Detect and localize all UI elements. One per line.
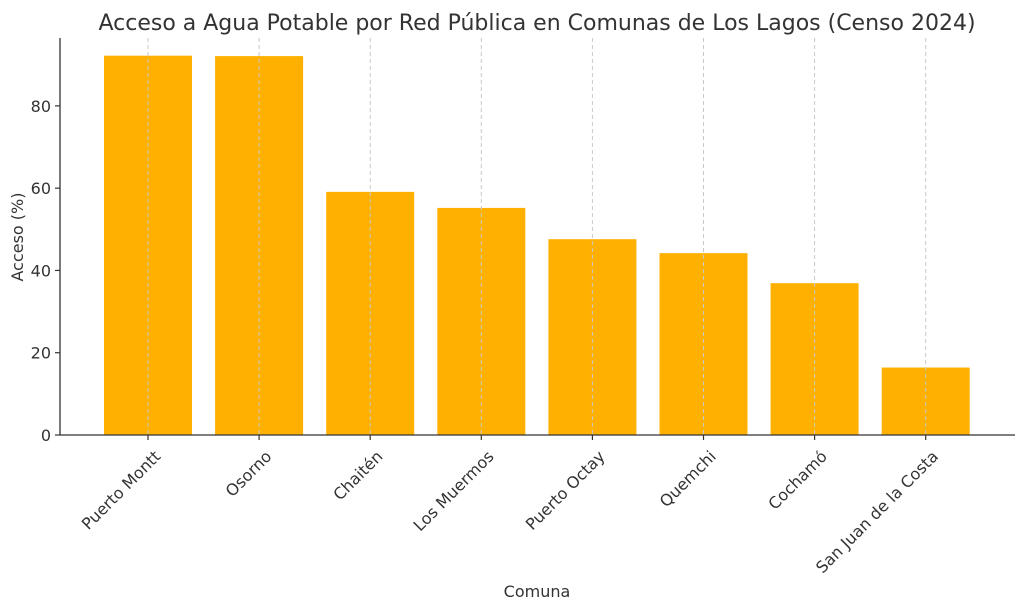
y-tick-label: 80	[31, 97, 51, 116]
bar	[215, 56, 304, 435]
bars	[104, 55, 970, 435]
bar	[104, 55, 192, 435]
x-tick-label: Cochamó	[764, 447, 831, 514]
grid-lines	[147, 38, 927, 435]
x-tick-label: Quemchi	[656, 447, 720, 511]
chart-title: Acceso a Agua Potable por Red Pública en…	[98, 11, 975, 36]
axes	[59, 38, 1015, 436]
x-tick-label: Osorno	[222, 447, 276, 501]
y-tick-label: 20	[31, 344, 51, 363]
y-ticks: 0 20 40 60 80	[31, 97, 60, 445]
y-tick-label: 60	[31, 179, 51, 198]
x-tick-label: Puerto Montt	[78, 447, 165, 534]
bar	[659, 253, 748, 435]
x-tick-label: Los Muermos	[409, 447, 497, 535]
y-tick-label: 40	[31, 261, 51, 280]
x-tick-label: San Juan de la Costa	[812, 447, 942, 577]
y-axis-label: Acceso (%)	[8, 193, 27, 282]
x-tick-label: Chaitén	[329, 447, 386, 504]
y-tick-label: 0	[41, 426, 51, 445]
x-ticks: Puerto Montt Osorno Chaitén Los Muermos Puer…	[78, 435, 942, 577]
x-axis-label: Comuna	[504, 582, 571, 601]
x-tick-label: Puerto Octay	[522, 447, 609, 534]
